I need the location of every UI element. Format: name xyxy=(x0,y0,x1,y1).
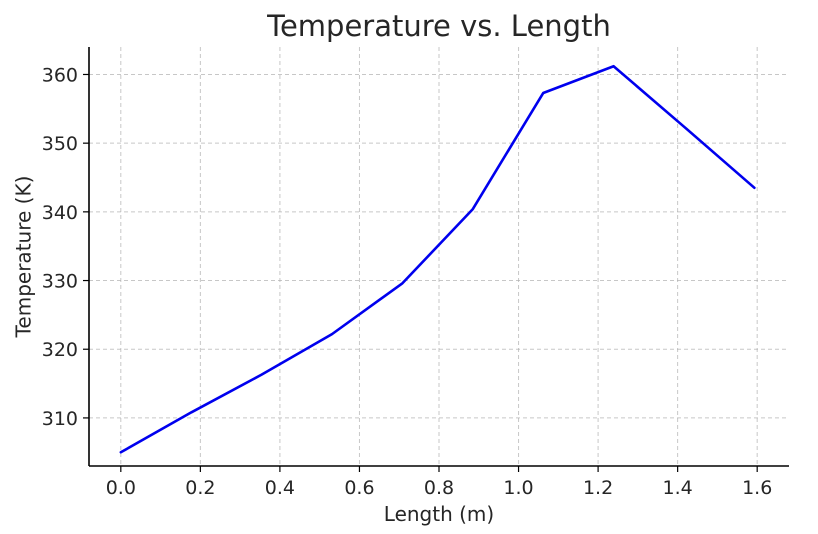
axes xyxy=(88,47,789,467)
x-tick-label-0: 0.0 xyxy=(106,477,136,499)
y-tick-label-5: 360 xyxy=(42,64,78,86)
x-tick-label-8: 1.6 xyxy=(742,477,772,499)
grid xyxy=(89,47,789,466)
series-layer xyxy=(119,64,756,454)
x-axis-label: Length (m) xyxy=(384,502,494,526)
x-tick-label-6: 1.2 xyxy=(583,477,613,499)
x-axis-ticks: 0.0 0.2 0.4 0.6 0.8 1.0 1.2 1.4 1.6 xyxy=(106,466,772,499)
y-tick-label-2: 330 xyxy=(42,271,78,293)
y-axis-ticks: 310 320 330 340 350 360 xyxy=(42,64,89,430)
y-tick-label-4: 350 xyxy=(42,133,78,155)
x-tick-label-3: 0.6 xyxy=(344,477,374,499)
chart-title: Temperature vs. Length xyxy=(266,9,611,43)
y-tick-label-0: 310 xyxy=(42,408,78,430)
x-tick-label-2: 0.4 xyxy=(265,477,295,499)
x-tick-label-4: 0.8 xyxy=(424,477,454,499)
y-tick-label-1: 320 xyxy=(42,339,78,361)
series-line-0 xyxy=(119,64,756,454)
x-tick-label-5: 1.0 xyxy=(503,477,533,499)
x-tick-label-1: 0.2 xyxy=(185,477,215,499)
y-axis-label: Temperature (K) xyxy=(12,176,36,339)
x-tick-label-7: 1.4 xyxy=(663,477,693,499)
y-tick-label-3: 340 xyxy=(42,202,78,224)
